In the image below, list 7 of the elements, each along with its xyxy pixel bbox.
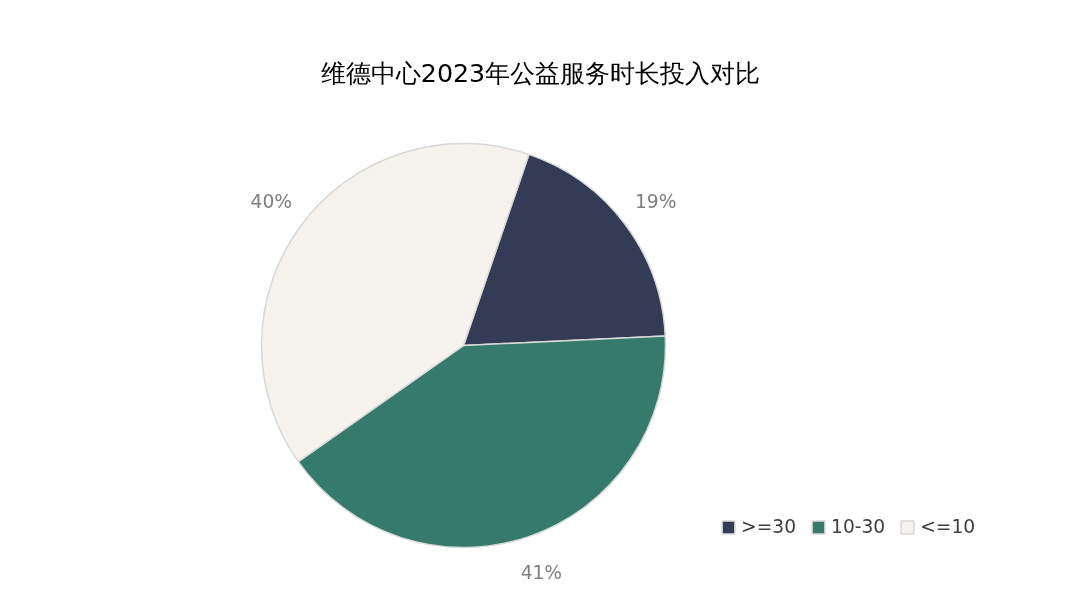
chart-title: 维德中心2023年公益服务时长投入对比 xyxy=(320,57,761,88)
data-label: 40% xyxy=(250,190,293,212)
data-label: 41% xyxy=(520,562,563,584)
data-label: 19% xyxy=(634,190,677,212)
legend-label: 10-30 xyxy=(831,516,886,537)
legend-label: >=30 xyxy=(741,516,797,537)
legend-label: <=10 xyxy=(920,516,976,537)
